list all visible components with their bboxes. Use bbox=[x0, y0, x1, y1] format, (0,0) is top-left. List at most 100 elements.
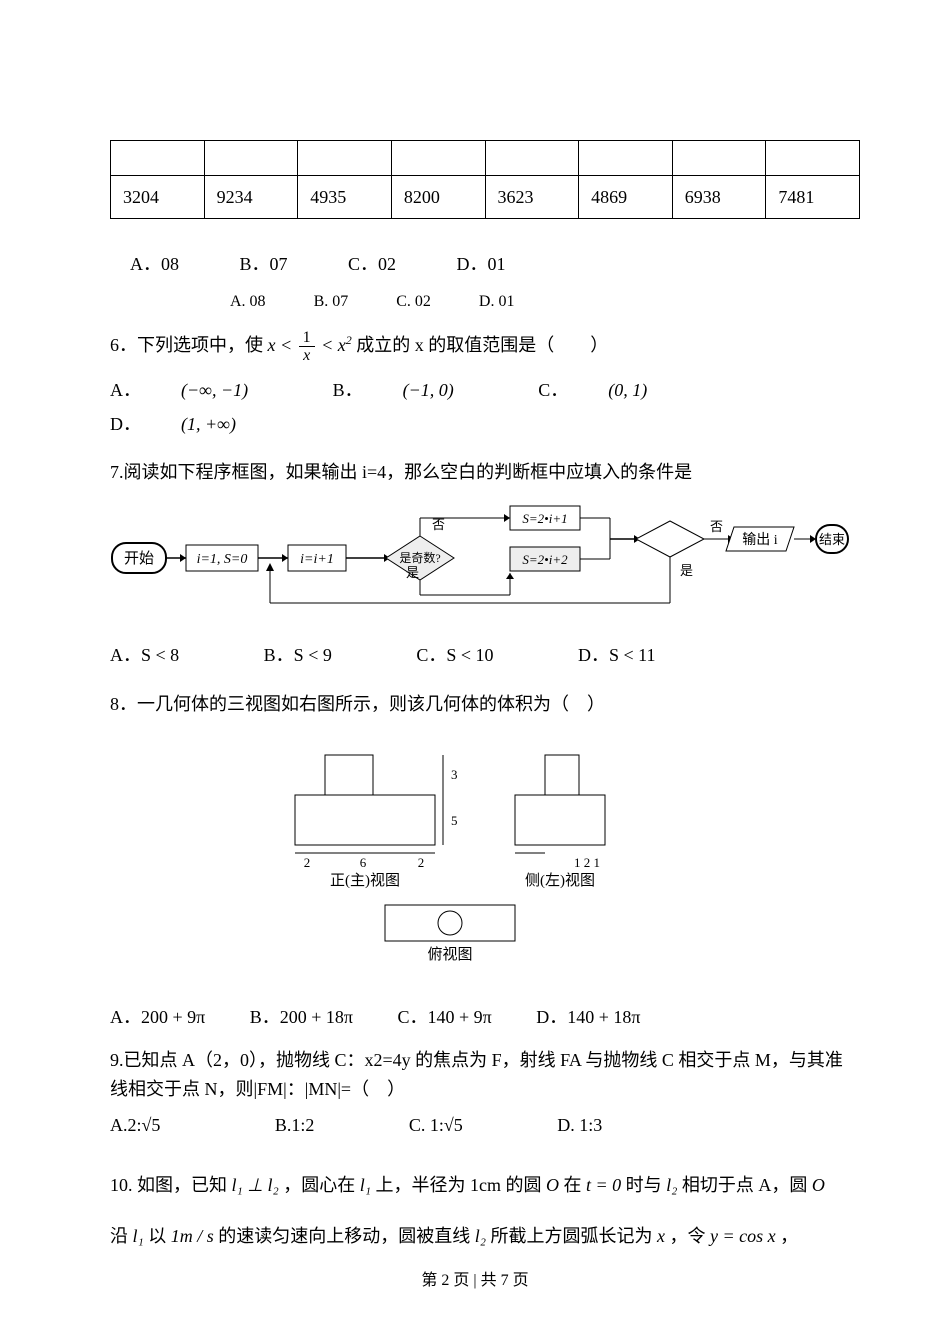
math: 1m / s bbox=[171, 1226, 214, 1246]
table-row bbox=[111, 141, 860, 176]
cell bbox=[579, 141, 673, 176]
math: O bbox=[812, 1175, 825, 1195]
t: 相切于点 A，圆 bbox=[682, 1175, 808, 1195]
cell bbox=[391, 141, 485, 176]
math: < x bbox=[321, 335, 346, 355]
math: y = cos x bbox=[710, 1226, 776, 1246]
cell: 3623 bbox=[485, 176, 579, 219]
svg-text:是: 是 bbox=[406, 565, 419, 580]
t: 沿 bbox=[110, 1226, 128, 1246]
flow-start: 开始 bbox=[124, 550, 154, 567]
q5-options: A．08 B．07 C．02 D．01 bbox=[130, 247, 860, 281]
math: x bbox=[657, 1226, 665, 1246]
q7-stem: 7.阅读如下程序框图，如果输出 i=4，那么空白的判断框中应填入的条件是 bbox=[110, 455, 860, 489]
opt-a: A．S < 8 bbox=[110, 638, 179, 672]
opt-b: B．200 + 18π bbox=[250, 1000, 353, 1034]
math: l₁ bbox=[133, 1226, 144, 1246]
svg-text:结束: 结束 bbox=[819, 532, 845, 547]
data-table: 3204 9234 4935 8200 3623 4869 6938 7481 bbox=[110, 140, 860, 219]
cell bbox=[298, 141, 392, 176]
opt-a: A．(−∞, −1) bbox=[110, 373, 288, 407]
t: 所截上方圆弧长记为 bbox=[491, 1226, 653, 1246]
cell: 8200 bbox=[391, 176, 485, 219]
math: l₁ ⊥ l₂ bbox=[232, 1175, 279, 1195]
q9-stem: 9.已知点 A（2，0），抛物线 C：x2=4y 的焦点为 F，射线 FA 与抛… bbox=[110, 1046, 860, 1104]
svg-text:正(主)视图: 正(主)视图 bbox=[330, 872, 400, 889]
q10-line2: 沿 l₁ 以 1m / s 的速读匀速向上移动，圆被直线 l₂ 所截上方圆弧长记… bbox=[110, 1215, 860, 1258]
q8-options: A．200 + 9π B．200 + 18π C．140 + 9π D．140 … bbox=[110, 1000, 860, 1034]
math: x < bbox=[268, 335, 297, 355]
cell: 6938 bbox=[672, 176, 766, 219]
svg-text:1 2 1: 1 2 1 bbox=[574, 855, 600, 870]
opt-a: A. 08 bbox=[230, 287, 266, 317]
q9-options: A.2:√5 B.1:2 C. 1:√5 D. 1:3 bbox=[110, 1108, 860, 1142]
exp: 2 bbox=[346, 333, 352, 347]
t: 在 bbox=[563, 1175, 581, 1195]
svg-text:2: 2 bbox=[418, 855, 425, 870]
q6-pre: 6．下列选项中，使 bbox=[110, 335, 263, 355]
denominator: x bbox=[299, 347, 315, 365]
t: 10. 如图，已知 bbox=[110, 1175, 227, 1195]
svg-text:是奇数?: 是奇数? bbox=[399, 550, 440, 565]
opt-a: A．08 bbox=[130, 247, 179, 281]
page: 3204 9234 4935 8200 3623 4869 6938 7481 … bbox=[0, 0, 950, 1344]
opt-b: B.1:2 bbox=[275, 1108, 315, 1142]
t: ， bbox=[780, 1226, 798, 1246]
cell bbox=[204, 141, 298, 176]
opt-d: D．140 + 18π bbox=[536, 1000, 640, 1034]
opt-c: C．S < 10 bbox=[416, 638, 493, 672]
svg-text:i=1, S=0: i=1, S=0 bbox=[197, 552, 248, 567]
svg-text:5: 5 bbox=[451, 813, 458, 828]
t: ，令 bbox=[670, 1226, 706, 1246]
q10-line1: 10. 如图，已知 l₁ ⊥ l₂ ，圆心在 l₁ 上，半径为 1cm 的圆 O… bbox=[110, 1164, 860, 1207]
cell: 3204 bbox=[111, 176, 205, 219]
opt-b: B．(−1, 0) bbox=[333, 373, 494, 407]
opt-c: C．(0, 1) bbox=[538, 373, 687, 407]
q5-options-dup: A. 08 B. 07 C. 02 D. 01 bbox=[230, 287, 860, 317]
three-view-figure: 2 6 2 5 3 正(主)视图 1 2 1 侧(左)视图 俯视图 bbox=[110, 735, 860, 986]
page-footer: 第 2 页 | 共 7 页 bbox=[0, 1266, 950, 1296]
cell: 9234 bbox=[204, 176, 298, 219]
math: l₂ bbox=[666, 1175, 677, 1195]
opt-b: B. 07 bbox=[314, 287, 349, 317]
t: 的速读匀速向上移动，圆被直线 bbox=[218, 1226, 470, 1246]
svg-text:否: 否 bbox=[710, 519, 723, 534]
math: l₁ bbox=[360, 1175, 371, 1195]
fraction: 1 x bbox=[299, 329, 315, 365]
cell bbox=[766, 141, 860, 176]
t: 时与 bbox=[626, 1175, 662, 1195]
t: 上，半径为 1cm 的圆 bbox=[375, 1175, 541, 1195]
cell bbox=[672, 141, 766, 176]
svg-text:侧(左)视图: 侧(左)视图 bbox=[525, 872, 595, 889]
opt-d: D．(1, +∞) bbox=[110, 407, 276, 441]
svg-text:S=2•i+1: S=2•i+1 bbox=[522, 511, 567, 526]
math: t = 0 bbox=[586, 1175, 621, 1195]
svg-text:i=i+1: i=i+1 bbox=[300, 552, 334, 567]
svg-text:3: 3 bbox=[451, 767, 458, 782]
opt-b: B．S < 9 bbox=[264, 638, 332, 672]
svg-text:俯视图: 俯视图 bbox=[427, 946, 472, 963]
q8-stem: 8．一几何体的三视图如右图所示，则该几何体的体积为（ ） bbox=[110, 687, 860, 721]
cell: 7481 bbox=[766, 176, 860, 219]
opt-d: D. 1:3 bbox=[557, 1108, 602, 1142]
opt-d: D．S < 11 bbox=[578, 638, 656, 672]
opt-a: A．200 + 9π bbox=[110, 1000, 205, 1034]
q6-options: A．(−∞, −1) B．(−1, 0) C．(0, 1) D．(1, +∞) bbox=[110, 373, 860, 441]
flowchart-svg: 开始 i=1, S=0 i=i+1 是奇数? 否 S=2•i+1 bbox=[110, 503, 850, 613]
opt-b: B．07 bbox=[240, 247, 288, 281]
q7-options: A．S < 8 B．S < 9 C．S < 10 D．S < 11 bbox=[110, 638, 860, 672]
svg-text:输出 i: 输出 i bbox=[742, 532, 777, 548]
opt-c: C. 02 bbox=[396, 287, 431, 317]
q6-post: 成立的 x 的取值范围是（ ） bbox=[356, 335, 608, 355]
opt-a: A.2:√5 bbox=[110, 1108, 160, 1142]
q6-stem: 6．下列选项中，使 x < 1 x < x2 成立的 x 的取值范围是（ ） bbox=[110, 328, 860, 365]
opt-c: C．140 + 9π bbox=[398, 1000, 492, 1034]
cell: 4935 bbox=[298, 176, 392, 219]
t: ，圆心在 bbox=[283, 1175, 355, 1195]
opt-d: D．01 bbox=[457, 247, 506, 281]
numerator: 1 bbox=[299, 329, 315, 348]
svg-text:否: 否 bbox=[432, 517, 445, 532]
svg-text:6: 6 bbox=[360, 855, 367, 870]
cell bbox=[485, 141, 579, 176]
svg-text:S=2•i+2: S=2•i+2 bbox=[522, 552, 568, 567]
